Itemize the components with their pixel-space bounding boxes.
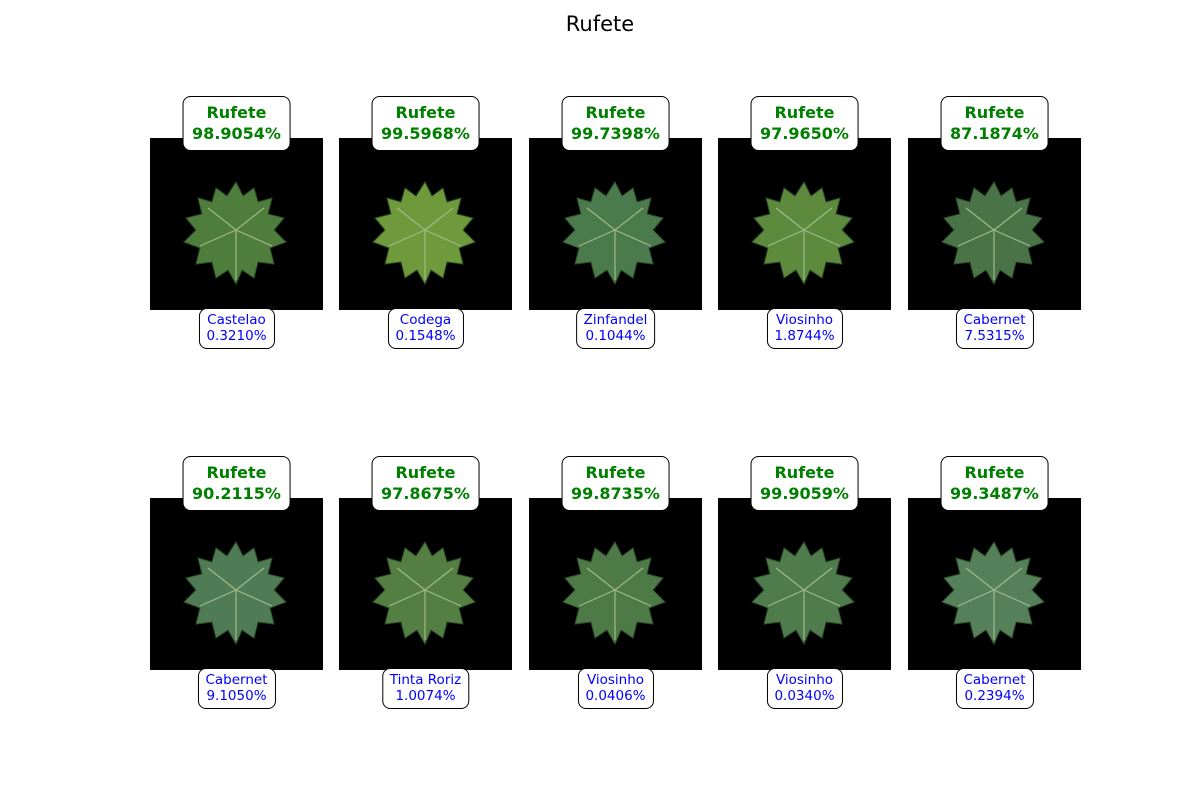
top-class: Rufete xyxy=(774,463,835,482)
second-probability: 0.1044% xyxy=(585,328,646,344)
leaf-image xyxy=(150,138,323,310)
leaf-icon xyxy=(150,498,323,670)
top-probability: 99.8735% xyxy=(571,484,660,503)
top-prediction-label: Rufete 97.9650% xyxy=(750,96,859,151)
top-class: Rufete xyxy=(395,463,456,482)
leaf-image xyxy=(339,498,512,670)
top-prediction-label: Rufete 99.7398% xyxy=(561,96,670,151)
leaf-icon xyxy=(529,138,702,310)
leaf-image xyxy=(339,138,512,310)
top-probability: 99.5968% xyxy=(381,124,470,143)
top-prediction-label: Rufete 98.9054% xyxy=(182,96,291,151)
second-probability: 7.5315% xyxy=(964,328,1025,344)
second-class: Zinfandel xyxy=(583,312,648,328)
second-prediction-label: Cabernet 7.5315% xyxy=(955,308,1034,349)
second-probability: 0.1548% xyxy=(395,328,456,344)
top-probability: 90.2115% xyxy=(192,484,281,503)
leaf-image xyxy=(908,138,1081,310)
top-prediction-label: Rufete 99.5968% xyxy=(371,96,480,151)
top-class: Rufete xyxy=(964,463,1025,482)
second-class: Codega xyxy=(399,312,452,328)
leaf-image xyxy=(529,498,702,670)
top-probability: 87.1874% xyxy=(950,124,1039,143)
second-prediction-label: Castelao 0.3210% xyxy=(198,308,275,349)
second-class: Viosinho xyxy=(586,672,645,688)
second-class: Cabernet xyxy=(963,672,1026,688)
second-probability: 0.0406% xyxy=(585,688,646,704)
second-class: Castelao xyxy=(207,312,266,328)
top-probability: 99.9059% xyxy=(760,484,849,503)
second-probability: 0.0340% xyxy=(774,688,835,704)
leaf-image xyxy=(908,498,1081,670)
leaf-image xyxy=(718,498,891,670)
second-class: Viosinho xyxy=(775,672,834,688)
top-prediction-label: Rufete 99.9059% xyxy=(750,456,859,511)
top-prediction-label: Rufete 87.1874% xyxy=(940,96,1049,151)
second-prediction-label: Cabernet 0.2394% xyxy=(955,668,1034,709)
top-probability: 99.7398% xyxy=(571,124,660,143)
leaf-icon xyxy=(339,138,512,310)
second-probability: 0.2394% xyxy=(964,688,1025,704)
second-prediction-label: Viosinho 1.8744% xyxy=(766,308,843,349)
leaf-icon xyxy=(150,138,323,310)
second-prediction-label: Zinfandel 0.1044% xyxy=(575,308,656,349)
second-prediction-label: Tinta Roriz 1.0074% xyxy=(381,668,470,709)
top-prediction-label: Rufete 99.8735% xyxy=(561,456,670,511)
leaf-icon xyxy=(718,498,891,670)
top-class: Rufete xyxy=(774,103,835,122)
top-class: Rufete xyxy=(206,463,267,482)
figure-title: Rufete xyxy=(565,12,635,36)
top-class: Rufete xyxy=(395,103,456,122)
leaf-icon xyxy=(339,498,512,670)
second-class: Cabernet xyxy=(963,312,1026,328)
top-prediction-label: Rufete 97.8675% xyxy=(371,456,480,511)
top-class: Rufete xyxy=(206,103,267,122)
second-probability: 0.3210% xyxy=(206,328,267,344)
top-prediction-label: Rufete 90.2115% xyxy=(182,456,291,511)
top-class: Rufete xyxy=(585,463,646,482)
leaf-image xyxy=(529,138,702,310)
second-class: Cabernet xyxy=(205,672,268,688)
second-prediction-label: Codega 0.1548% xyxy=(387,308,464,349)
second-probability: 9.1050% xyxy=(206,688,267,704)
second-prediction-label: Cabernet 9.1050% xyxy=(197,668,276,709)
second-probability: 1.8744% xyxy=(774,328,835,344)
top-probability: 99.3487% xyxy=(950,484,1039,503)
second-prediction-label: Viosinho 0.0406% xyxy=(577,668,654,709)
leaf-icon xyxy=(718,138,891,310)
top-prediction-label: Rufete 99.3487% xyxy=(940,456,1049,511)
top-class: Rufete xyxy=(964,103,1025,122)
second-class: Tinta Roriz xyxy=(389,672,462,688)
top-class: Rufete xyxy=(585,103,646,122)
second-class: Viosinho xyxy=(775,312,834,328)
top-probability: 98.9054% xyxy=(192,124,281,143)
second-prediction-label: Viosinho 0.0340% xyxy=(766,668,843,709)
leaf-icon xyxy=(529,498,702,670)
leaf-image xyxy=(718,138,891,310)
top-probability: 97.9650% xyxy=(760,124,849,143)
leaf-image xyxy=(150,498,323,670)
top-probability: 97.8675% xyxy=(381,484,470,503)
leaf-icon xyxy=(908,498,1081,670)
second-probability: 1.0074% xyxy=(395,688,456,704)
leaf-icon xyxy=(908,138,1081,310)
